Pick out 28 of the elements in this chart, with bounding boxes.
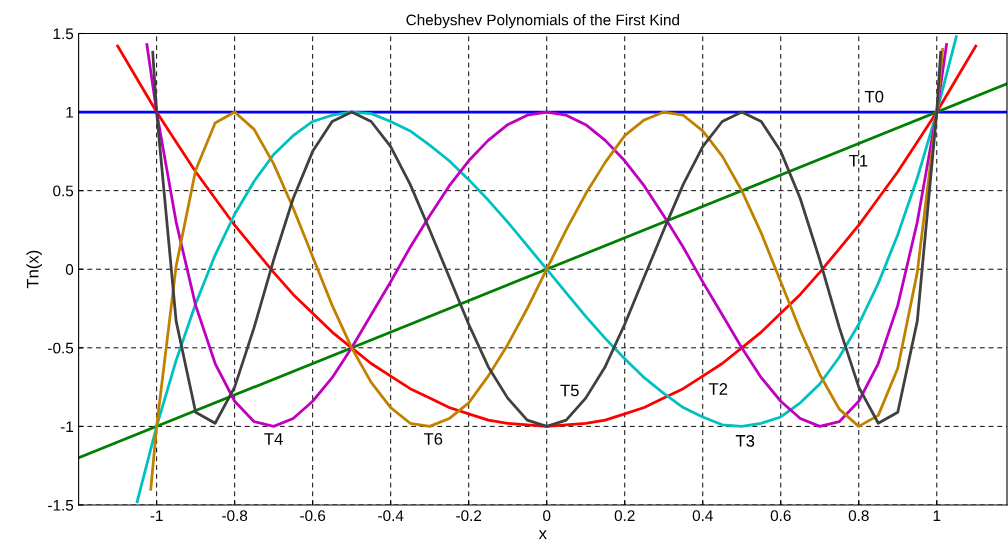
annotation: T0 <box>864 90 884 103</box>
annotation: T1 <box>849 155 868 167</box>
x-tick-label: -0.8 <box>222 510 248 522</box>
annotation: T6 <box>423 433 443 445</box>
y-tick-label: 0 <box>65 264 74 275</box>
x-tick-label: -1 <box>150 510 163 521</box>
annotation: T5 <box>560 384 579 397</box>
x-tick-label: 1 <box>933 510 941 521</box>
x-tick-label: 0.2 <box>614 510 635 522</box>
y-tick-label: -1.5 <box>48 500 74 511</box>
annotation: T3 <box>735 434 755 447</box>
x-tick-label: -0.4 <box>378 510 404 522</box>
chart-title: Chebyshev Polynomials of the First Kind <box>406 14 679 29</box>
x-tick-label: 0 <box>543 510 551 522</box>
y-tick-label: 0.5 <box>53 185 74 197</box>
x-tick-label: -0.6 <box>300 510 326 522</box>
x-tick-label: 0.4 <box>692 510 713 522</box>
x-axis-title: x <box>538 530 547 539</box>
y-tick-label: -1 <box>60 421 74 432</box>
y-axis-title: Tn(x) <box>26 250 42 289</box>
x-tick-label: -0.2 <box>456 510 482 522</box>
annotation: T4 <box>264 433 283 445</box>
annotation: T2 <box>708 383 728 395</box>
y-tick-label: 1.5 <box>53 28 74 40</box>
x-tick-label: 0.8 <box>848 510 869 522</box>
x-tick-label: 0.6 <box>770 510 791 522</box>
y-tick-label: 1 <box>66 107 74 118</box>
y-tick-label: -0.5 <box>48 342 74 354</box>
